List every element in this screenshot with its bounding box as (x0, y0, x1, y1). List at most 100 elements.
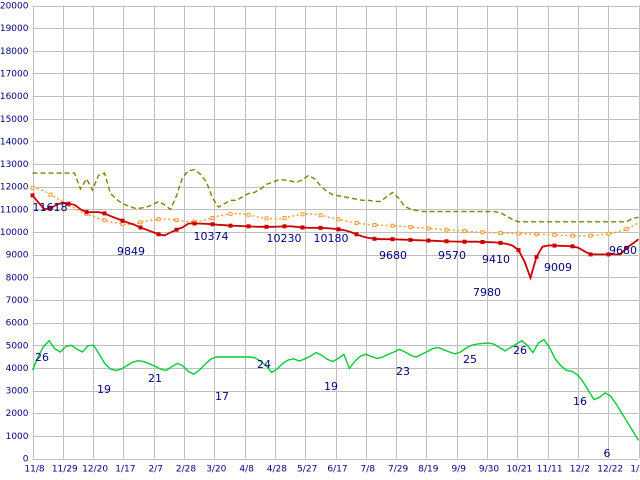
data-point-label: 21 (148, 372, 162, 385)
series-marker-middle-orange-dotted (48, 192, 53, 197)
x-axis-tick-label: 9/9 (451, 465, 466, 475)
data-point-label: 17 (215, 390, 229, 403)
series-marker-middle-orange-dotted (498, 230, 503, 235)
x-axis-tick-label: 12/2 (570, 465, 590, 475)
series-marker-main-red-markers (462, 239, 467, 244)
series-marker-main-red-markers (156, 232, 161, 237)
y-axis-tick-label: 10000 (0, 228, 29, 238)
series-line-upper-olive-dashed (32, 168, 639, 223)
data-point-label: 9680 (609, 244, 637, 257)
y-axis-tick-label: 20000 (0, 2, 29, 12)
series-marker-main-red-markers (588, 252, 593, 257)
x-axis-tick-label: 2/7 (148, 465, 162, 475)
series-marker-middle-orange-dotted (30, 185, 35, 190)
series-marker-main-red-markers (102, 211, 107, 216)
x-axis-tick-label: 3/20 (206, 465, 226, 475)
series-marker-middle-orange-dotted (408, 225, 413, 229)
y-axis-tick-label: 12000 (0, 183, 29, 193)
series-marker-main-red-markers (426, 238, 431, 243)
data-point-label: 10180 (314, 232, 349, 245)
x-axis-tick-label: 7/29 (388, 465, 408, 475)
y-axis-tick-label: 7000 (6, 296, 29, 306)
data-point-label: 19 (324, 380, 338, 393)
y-axis-tick-label: 14000 (0, 137, 29, 147)
series-marker-main-red-markers (300, 225, 305, 230)
series-marker-middle-orange-dotted (174, 218, 179, 223)
y-axis-tick-label: 6000 (6, 319, 29, 329)
series-marker-middle-orange-dotted (318, 213, 323, 218)
x-axis-tick-label: 4/8 (239, 465, 254, 475)
series-marker-middle-orange-dotted (570, 233, 575, 238)
x-axis-tick-label: 5/27 (297, 465, 317, 475)
series-marker-main-red-markers (120, 218, 125, 223)
series-marker-main-red-markers (354, 232, 359, 237)
x-axis-tick-label: 1/20 (630, 465, 640, 475)
series-marker-main-red-markers (48, 206, 53, 211)
series-marker-main-red-markers (138, 225, 143, 230)
x-axis-tick-label: 12/20 (82, 465, 108, 475)
data-point-label: 26 (35, 351, 49, 364)
series-marker-middle-orange-dotted (426, 226, 431, 231)
data-point-label: 7980 (473, 286, 501, 299)
series-marker-middle-orange-dotted (552, 232, 557, 237)
series-marker-main-red-markers (498, 240, 503, 245)
series-marker-middle-orange-dotted (300, 212, 305, 217)
series-marker-middle-orange-dotted (264, 216, 269, 221)
y-axis-tick-label: 16000 (0, 92, 29, 102)
series-marker-middle-orange-dotted (228, 211, 233, 216)
series-marker-main-red-markers (624, 245, 629, 250)
series-marker-middle-orange-dotted (120, 222, 125, 227)
x-axis-tick-label: 1/17 (115, 465, 135, 475)
data-point-label: 9680 (379, 249, 407, 262)
x-axis-tick-label: 9/30 (479, 465, 499, 475)
series-marker-main-red-markers (372, 236, 377, 241)
series-marker-main-red-markers (264, 224, 269, 229)
y-axis-tick-label: 0 (23, 455, 29, 465)
series-marker-main-red-markers (282, 224, 287, 229)
x-axis-tick-label: 12/22 (597, 465, 623, 475)
data-point-label: 9849 (117, 245, 145, 258)
data-point-label: 9009 (544, 261, 572, 274)
grid-layer (32, 5, 640, 460)
series-marker-main-red-markers (390, 237, 395, 242)
series-marker-middle-orange-dotted (516, 231, 521, 236)
series-marker-main-red-markers (336, 227, 341, 232)
data-point-label: 11618 (33, 201, 68, 214)
series-marker-main-red-markers (606, 252, 611, 257)
y-axis-tick-label: 1000 (6, 432, 29, 442)
series-marker-middle-orange-dotted (588, 233, 593, 238)
series-marker-middle-orange-dotted (102, 218, 107, 223)
data-point-labels: 11618 9849 10374 10230 10180 9680 9570 9410 7980… (33, 201, 638, 460)
data-point-label: 10230 (267, 232, 302, 245)
series-marker-middle-orange-dotted (282, 216, 287, 220)
series-marker-main-red-markers (84, 210, 89, 215)
series-marker-middle-orange-dotted (354, 220, 359, 225)
series-marker-middle-orange-dotted (336, 217, 341, 222)
x-axis-tick-label: 11/11 (537, 465, 563, 475)
series-marker-main-red-markers (246, 224, 251, 229)
x-axis-tick-label: 11/29 (52, 465, 78, 475)
series-marker-middle-orange-dotted (444, 227, 449, 232)
series-marker-middle-orange-dotted (462, 229, 467, 234)
series-marker-main-red-markers (552, 243, 557, 248)
y-axis-tick-label: 17000 (0, 69, 29, 79)
x-axis-tick-label: 10/21 (506, 465, 532, 475)
x-axis-tick-labels: 11/8 11/29 12/20 1/17 2/7 2/28 3/20 4/8 4/28 5/27… (24, 465, 640, 475)
y-axis-tick-label: 9000 (6, 251, 29, 261)
y-axis-tick-label: 4000 (6, 364, 29, 374)
series-marker-middle-orange-dotted (372, 223, 377, 227)
y-axis-tick-labels: 0 1000 2000 3000 4000 5000 6000 7000 8000 9000 100… (0, 2, 29, 465)
series-marker-middle-orange-dotted (624, 227, 629, 232)
x-axis-tick-label: 11/8 (24, 465, 44, 475)
series-marker-main-red-markers (210, 222, 215, 227)
series-marker-main-red-markers (228, 223, 233, 228)
series-layer (30, 168, 640, 441)
y-axis-tick-label: 2000 (6, 409, 29, 419)
series-marker-main-red-markers (444, 239, 449, 244)
y-axis-tick-label: 19000 (0, 24, 29, 34)
x-axis-tick-label: 4/28 (267, 465, 287, 475)
y-axis-tick-label: 8000 (6, 273, 29, 283)
data-point-label: 9410 (482, 253, 510, 266)
